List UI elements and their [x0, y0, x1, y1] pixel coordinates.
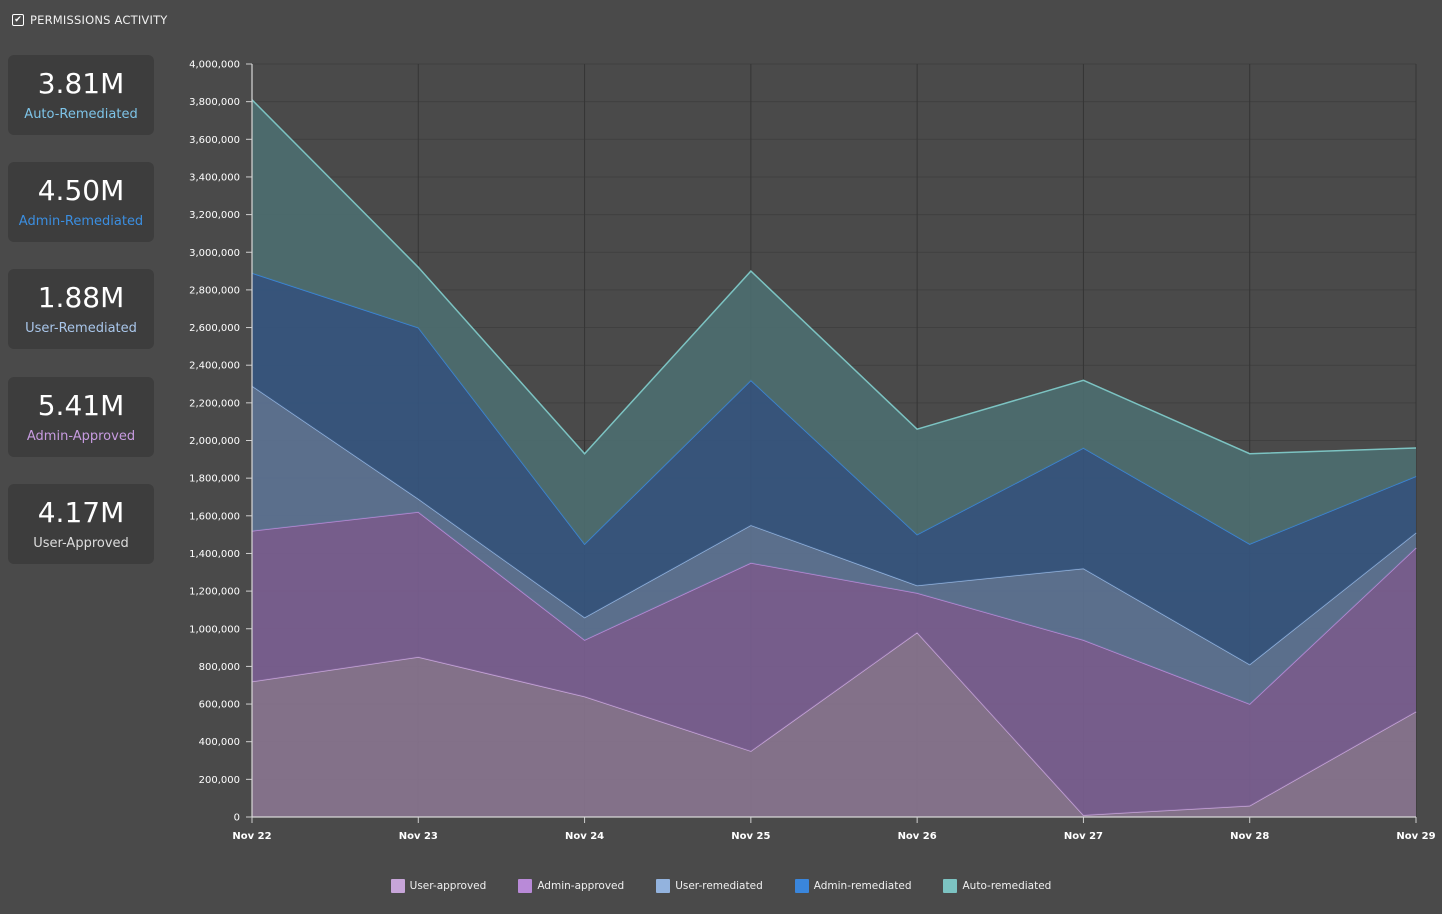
y-tick-label: 2,400,000: [189, 361, 240, 372]
area-auto-remediated: [252, 99, 1416, 545]
legend-swatch: [390, 879, 405, 893]
legend-label: Auto-remediated: [962, 880, 1052, 892]
y-tick-label: 3,200,000: [189, 210, 240, 221]
legend-swatch: [943, 879, 958, 893]
legend-label: Admin-approved: [537, 880, 625, 892]
legend-item-admin-remediated[interactable]: Admin-remediated: [794, 877, 912, 895]
y-tick-label: 0: [234, 813, 240, 824]
chart-axes: 0 200,000 400,000 600,000 800,000 1,000,000 1,…: [189, 60, 1436, 843]
chart-areas: [251, 99, 1417, 817]
kpi-label: User-Approved: [33, 536, 129, 551]
kpi-value: 5.41M: [37, 389, 125, 422]
y-tick-label: 1,600,000: [189, 511, 240, 522]
x-tick-label: Nov 29: [1396, 831, 1435, 842]
kpi-card-user-remediated[interactable]: 1.88M User-Remediated: [8, 269, 154, 349]
area-user-remediated: [252, 385, 1416, 704]
kpi-label: Admin-Remediated: [18, 214, 144, 229]
kpi-label: Admin-Approved: [26, 429, 136, 444]
y-tick-label: 600,000: [199, 700, 240, 711]
x-tick-label: Nov 23: [399, 831, 438, 842]
y-tick-label: 2,000,000: [189, 436, 240, 447]
y-tick-label: 400,000: [199, 737, 240, 748]
chart-title: PERMISSIONS ACTIVITY: [30, 13, 168, 27]
kpi-card-admin-approved[interactable]: 5.41M Admin-Approved: [8, 377, 154, 457]
y-tick-label: 2,800,000: [189, 285, 240, 296]
kpi-label: User-Remediated: [25, 321, 137, 336]
y-tick-label: 4,000,000: [189, 60, 240, 71]
legend-label: Admin-remediated: [813, 880, 912, 892]
kpi-value: 3.81M: [37, 67, 125, 100]
y-tick-label: 3,400,000: [189, 172, 240, 183]
kpi-label: Auto-Remediated: [24, 107, 138, 122]
y-tick-label: 800,000: [199, 662, 240, 673]
x-tick-label: Nov 22: [232, 831, 271, 842]
area-admin-approved: [252, 512, 1416, 816]
y-tick-label: 3,000,000: [189, 248, 240, 259]
kpi-value: 4.50M: [37, 174, 125, 207]
area-admin-remediated: [252, 273, 1416, 665]
y-tick-label: 1,800,000: [189, 474, 240, 485]
y-tick-label: 2,600,000: [189, 323, 240, 334]
legend-item-user-remediated[interactable]: User-remediated: [656, 877, 763, 895]
kpi-card-auto-remediated[interactable]: 3.81M Auto-Remediated: [8, 55, 154, 135]
legend-swatch: [518, 879, 533, 893]
x-tick-label: Nov 28: [1230, 831, 1269, 842]
y-tick-label: 1,200,000: [189, 587, 240, 598]
legend-label: User-remediated: [675, 880, 763, 892]
y-tick-label: 1,400,000: [189, 549, 240, 560]
y-tick-label: 3,600,000: [189, 135, 240, 146]
y-tick-label: 3,800,000: [189, 97, 240, 108]
y-tick-label: 1,000,000: [189, 624, 240, 635]
area-user-approved: [252, 632, 1416, 817]
line-auto-remediated: [251, 99, 1417, 455]
legend-item-admin-approved[interactable]: Admin-approved: [518, 877, 624, 895]
chart-header: ✔ PERMISSIONS ACTIVITY: [12, 12, 168, 28]
kpi-card-admin-remediated[interactable]: 4.50M Admin-Remediated: [8, 162, 154, 242]
y-tick-label: 2,200,000: [189, 398, 240, 409]
kpi-value: 1.88M: [37, 281, 125, 314]
legend-item-user-approved[interactable]: User-approved: [390, 877, 487, 895]
checkbox-checked-icon[interactable]: ✔: [12, 14, 24, 26]
kpi-value: 4.17M: [37, 496, 125, 529]
x-tick-label: Nov 24: [565, 831, 604, 842]
legend-swatch: [794, 879, 809, 893]
x-tick-label: Nov 25: [731, 831, 770, 842]
x-tick-label: Nov 26: [898, 831, 937, 842]
chart-legend: User-approved Admin-approved User-remediat…: [0, 877, 1442, 895]
legend-label: User-approved: [409, 880, 487, 892]
x-tick-label: Nov 27: [1064, 831, 1103, 842]
legend-swatch: [656, 879, 671, 893]
kpi-card-user-approved[interactable]: 4.17M User-Approved: [8, 484, 154, 564]
y-tick-label: 200,000: [199, 775, 240, 786]
legend-item-auto-remediated[interactable]: Auto-remediated: [943, 877, 1051, 895]
